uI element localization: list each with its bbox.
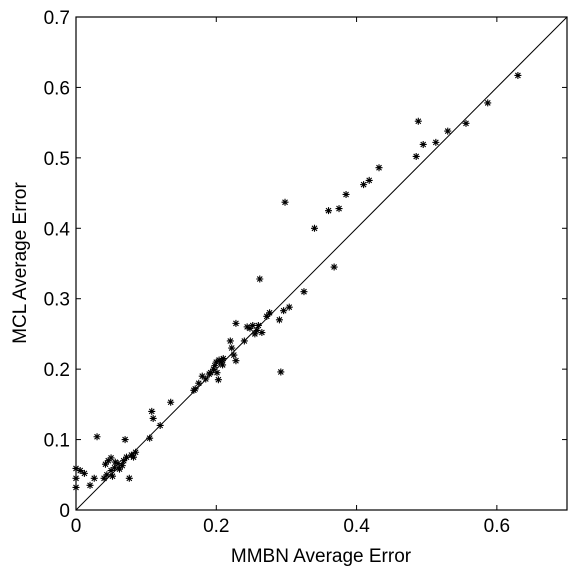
data-point [195, 379, 203, 387]
data-point [86, 481, 94, 489]
data-point [484, 99, 492, 107]
data-point [191, 385, 199, 393]
axis-ticks: 0 0.2 0.4 0.6 0 0.1 0.2 0.3 0.4 0.5 0.6 0.7 [44, 8, 567, 537]
data-point [325, 207, 333, 215]
data-point [256, 275, 264, 283]
data-point [72, 464, 80, 472]
data-point [254, 321, 262, 329]
data-point [107, 467, 115, 475]
y-tick-label: 0.3 [44, 290, 70, 311]
data-point [132, 448, 140, 456]
data-point [251, 330, 259, 338]
data-point [232, 357, 240, 365]
data-point [228, 344, 236, 352]
data-point [115, 465, 123, 473]
data-point [275, 316, 283, 324]
data-point [230, 351, 238, 359]
y-tick-label: 0 [59, 501, 70, 522]
data-point [444, 127, 452, 135]
data-point [219, 361, 227, 369]
data-points [72, 71, 522, 491]
data-point [72, 483, 80, 491]
data-point [114, 460, 122, 468]
data-point [432, 138, 440, 146]
y-tick-label: 0.7 [44, 8, 70, 29]
data-point [246, 324, 254, 332]
data-point [207, 369, 215, 377]
data-point [111, 458, 119, 466]
data-point [125, 474, 133, 482]
data-point [360, 181, 368, 189]
data-point [281, 198, 289, 206]
data-point [243, 323, 251, 331]
data-point [240, 337, 248, 345]
data-point [121, 436, 129, 444]
data-point [146, 434, 154, 442]
data-point [253, 326, 261, 334]
y-axis-title: MCL Average Error [10, 182, 31, 344]
data-point [266, 309, 274, 317]
data-point [111, 464, 119, 472]
x-tick-label: 0 [71, 516, 82, 537]
x-tick-label: 0.4 [343, 516, 370, 537]
data-point [130, 453, 138, 461]
y-tick-label: 0.5 [44, 149, 70, 170]
data-point [300, 288, 308, 296]
data-point [156, 421, 164, 429]
data-point [167, 398, 175, 406]
data-point [375, 164, 383, 172]
data-point [100, 474, 108, 482]
data-point [342, 190, 350, 198]
data-point [462, 119, 470, 127]
y-tick-label: 0.4 [44, 219, 71, 240]
data-point [211, 362, 219, 370]
data-point [249, 321, 257, 329]
data-point [149, 414, 157, 422]
data-point [226, 337, 234, 345]
y-tick-label: 0.6 [44, 78, 70, 99]
data-point [93, 433, 101, 441]
y-tick-label: 0.2 [44, 360, 70, 381]
data-point [232, 319, 240, 327]
data-point [90, 474, 98, 482]
data-point [120, 457, 128, 465]
data-point [213, 369, 221, 377]
data-point [258, 329, 266, 337]
data-point [414, 117, 422, 125]
data-point [365, 176, 373, 184]
x-tick-label: 0.2 [203, 516, 229, 537]
data-point [335, 205, 343, 213]
data-point [280, 307, 288, 315]
data-point [277, 368, 285, 376]
data-point [263, 312, 271, 320]
data-point [419, 140, 427, 148]
data-point [310, 224, 318, 232]
data-point [202, 375, 210, 383]
data-point [101, 460, 109, 468]
data-point [412, 152, 420, 160]
y-tick-label: 0.1 [44, 431, 70, 452]
data-point [148, 407, 156, 415]
data-point [285, 303, 293, 311]
data-point [217, 358, 225, 366]
data-point [80, 469, 88, 477]
data-point [209, 365, 217, 373]
data-point [108, 472, 116, 480]
data-point [123, 453, 131, 461]
data-point [198, 372, 206, 380]
data-point [219, 355, 227, 363]
x-axis-title: MMBN Average Error [231, 546, 412, 567]
data-point [103, 471, 111, 479]
data-point [107, 454, 115, 462]
data-point [76, 467, 84, 475]
data-point [104, 457, 112, 465]
data-point [214, 376, 222, 384]
data-point [330, 263, 338, 271]
x-tick-label: 0.6 [484, 516, 510, 537]
data-point [118, 462, 126, 470]
data-point [72, 474, 80, 482]
data-point [514, 71, 522, 79]
